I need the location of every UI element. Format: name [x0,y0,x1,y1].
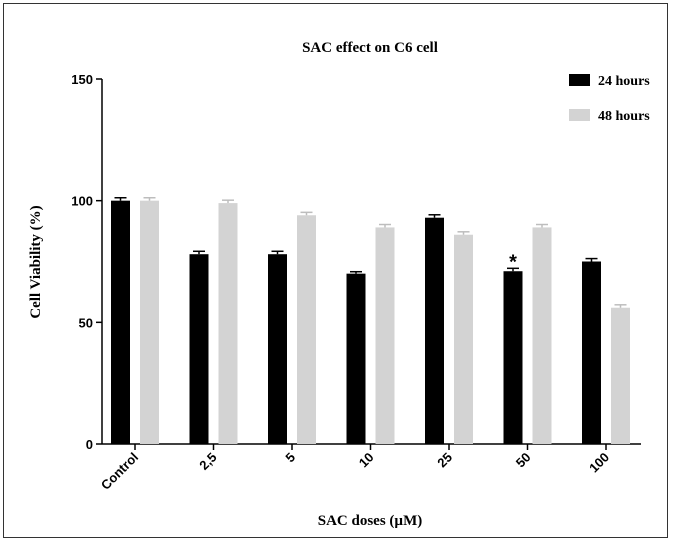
bar-24h [268,254,287,444]
x-tick-label: Control [98,450,141,493]
x-tick-label: 5 [282,450,298,466]
x-tick-label: 50 [513,450,534,471]
legend-label: 24 hours [598,74,650,89]
bar-48h [611,307,630,444]
y-tick-label: 150 [71,72,93,87]
y-tick-label: 0 [86,437,93,452]
legend-swatch [569,109,590,121]
x-tick-label: 25 [434,450,455,471]
bar-24h [503,271,523,444]
x-tick-label: 2,5 [196,450,219,473]
x-axis-label: SAC doses (µM) [318,513,422,529]
legend-label: 48 hours [598,109,650,124]
bar-48h [532,227,552,444]
chart-title: SAC effect on C6 cell [302,40,438,56]
bar-48h [297,215,316,444]
legend-swatch [569,74,590,86]
bar-24h [582,261,601,444]
bar-48h [454,234,473,444]
x-tick-label: 10 [356,450,377,471]
y-tick-label: 50 [79,315,93,330]
bar-24h [111,200,130,444]
bar-24h [425,217,444,444]
y-tick-label: 100 [71,194,93,209]
bar-48h [375,227,395,444]
x-tick-label: 100 [586,450,612,476]
bar-48h [140,200,159,444]
bar-24h [189,254,209,444]
bar-24h [346,273,366,444]
significance-marker: * [509,251,517,273]
y-axis-label: Cell Viability (%) [28,205,44,318]
bar-48h [218,203,238,444]
